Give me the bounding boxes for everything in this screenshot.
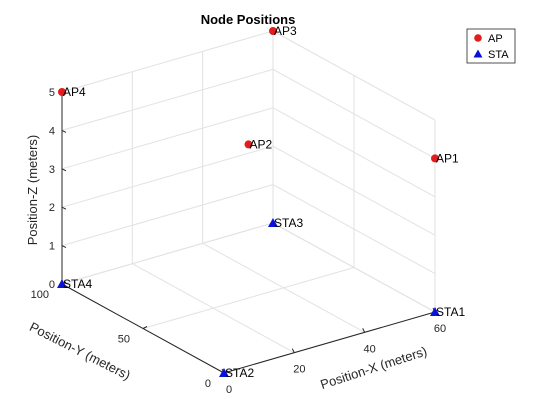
sta-point-marker <box>219 368 229 377</box>
grid-line <box>272 68 436 159</box>
y-tick-mark <box>142 326 148 329</box>
z-tick-mark <box>61 245 67 249</box>
grid-line <box>61 145 274 208</box>
x-tick-label: 20 <box>293 364 305 376</box>
ap-point-marker <box>58 88 66 96</box>
grid-line <box>61 184 274 247</box>
z-tick-mark <box>61 168 67 172</box>
point-label: STA3 <box>274 216 303 230</box>
legend[interactable]: AP STA <box>466 28 516 64</box>
legend-ap-marker <box>474 34 482 42</box>
z-tick-label: 5 <box>49 87 55 99</box>
legend-sta-label: STA <box>488 49 509 61</box>
axis-lines <box>61 91 436 374</box>
point-label: STA2 <box>225 366 254 380</box>
point-label: AP2 <box>250 137 273 151</box>
data-marks: AP1 AP2 AP3 AP4 STA1 STA2 STA3 STA4 <box>57 24 465 380</box>
point-label: AP4 <box>63 85 86 99</box>
sta-point-marker <box>430 307 440 316</box>
ap-point-marker <box>244 140 253 149</box>
z-axis-label: Position-Z (meters) <box>25 135 40 246</box>
y-tick-label: 50 <box>118 334 130 346</box>
grid-line <box>272 145 436 236</box>
z-tick-label: 0 <box>49 279 55 291</box>
z-tick-label: 2 <box>49 202 55 214</box>
z-tick-label: 3 <box>49 164 55 176</box>
x-tick-label: 0 <box>226 384 232 396</box>
chart-title: Node Positions <box>201 12 296 27</box>
sta-point-marker <box>268 218 278 227</box>
grid-line <box>61 68 274 131</box>
x-tick-label: 60 <box>434 323 446 335</box>
z-tick-mark <box>61 129 67 133</box>
x-axis-line <box>223 311 436 374</box>
grid-line <box>61 107 274 170</box>
ap-point-marker <box>269 27 277 35</box>
y-tick-label: 100 <box>31 289 49 301</box>
x-tick-mark <box>291 348 295 353</box>
z-tick-mark <box>61 206 67 210</box>
grid-line <box>272 30 436 121</box>
point-label: AP3 <box>274 24 297 38</box>
grid-line <box>272 107 436 198</box>
legend-ap-label: AP <box>488 33 503 45</box>
x-tick-mark <box>362 328 366 333</box>
y-tick-label: 0 <box>205 378 211 390</box>
grid-line <box>61 30 274 93</box>
x-tick-label: 40 <box>364 343 376 355</box>
grid-line <box>272 184 436 275</box>
z-tick-label: 1 <box>49 241 55 253</box>
ap-point-marker <box>431 154 439 163</box>
sta-point-marker <box>57 279 67 288</box>
grid-line <box>142 267 355 329</box>
grid-line <box>61 222 274 285</box>
z-tick-label: 4 <box>49 125 55 137</box>
legend-sta-marker <box>473 49 483 58</box>
point-label: AP1 <box>436 151 459 165</box>
point-label: STA4 <box>63 277 92 291</box>
point-label: STA1 <box>436 305 465 319</box>
